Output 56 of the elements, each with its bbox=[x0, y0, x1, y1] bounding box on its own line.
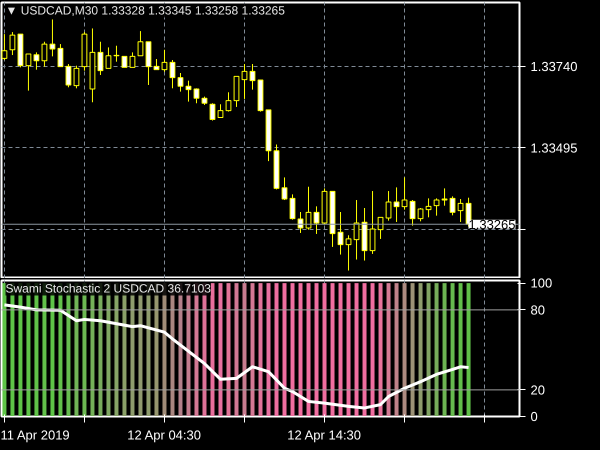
candlestick bbox=[378, 216, 384, 240]
candlestick bbox=[386, 190, 392, 222]
candlestick bbox=[130, 52, 136, 68]
candlestick bbox=[410, 200, 416, 226]
candlestick bbox=[306, 186, 312, 230]
x-tick-label: 11 Apr 2019 bbox=[0, 428, 70, 442]
x-tick-label: 12 Apr 04:30 bbox=[127, 428, 201, 442]
candlestick bbox=[10, 32, 16, 56]
candlestick bbox=[442, 188, 448, 206]
candlestick bbox=[66, 64, 72, 88]
candlestick bbox=[194, 88, 200, 104]
candlestick bbox=[450, 196, 456, 216]
candlestick bbox=[218, 104, 224, 118]
candlestick bbox=[58, 44, 64, 68]
ref-line-label: 1.33265 bbox=[468, 216, 516, 232]
candlestick bbox=[122, 56, 128, 68]
candlestick bbox=[226, 92, 232, 112]
chart-title: Swami Stochastic 2 USDCAD 36.7103 bbox=[6, 282, 212, 296]
candlestick bbox=[186, 80, 192, 102]
candlestick bbox=[370, 190, 376, 254]
candlestick bbox=[434, 198, 440, 216]
candlestick bbox=[42, 41, 48, 68]
y-tick-label: 1.33740 bbox=[530, 58, 578, 74]
candlestick bbox=[394, 186, 400, 222]
candlestick bbox=[314, 206, 320, 234]
candlestick bbox=[98, 41, 104, 76]
y-tick-label: 100 bbox=[530, 276, 552, 291]
candlestick bbox=[250, 64, 256, 90]
candlestick bbox=[418, 208, 424, 222]
candlestick bbox=[74, 65, 80, 89]
chart-title: ▼ USDCAD,M30 1.33328 1.33345 1.33258 1.33265 bbox=[6, 4, 286, 18]
candlestick bbox=[458, 198, 464, 222]
candlestick bbox=[210, 102, 216, 122]
candlestick bbox=[170, 60, 176, 89]
y-tick-label: 80 bbox=[530, 302, 545, 318]
y-tick-label: 20 bbox=[530, 382, 545, 398]
candlestick bbox=[346, 234, 352, 272]
candlestick bbox=[298, 211, 304, 234]
candlestick bbox=[290, 194, 296, 220]
candlestick bbox=[34, 52, 40, 70]
candlestick bbox=[426, 198, 432, 218]
y-tick-label: 0 bbox=[530, 409, 538, 424]
candlestick bbox=[138, 30, 144, 56]
candlestick bbox=[354, 200, 360, 260]
y-tick-label: 1.33495 bbox=[530, 140, 578, 156]
candlestick bbox=[338, 211, 344, 256]
candlestick bbox=[242, 64, 248, 100]
candlestick bbox=[154, 58, 160, 70]
x-tick-label: 12 Apr 14:30 bbox=[287, 428, 362, 442]
candlestick bbox=[402, 176, 408, 210]
candlestick bbox=[282, 176, 288, 201]
candlestick bbox=[26, 54, 32, 92]
candlestick bbox=[50, 18, 56, 57]
candlestick bbox=[178, 72, 184, 92]
candlestick bbox=[106, 46, 112, 69]
candlestick bbox=[162, 49, 168, 72]
